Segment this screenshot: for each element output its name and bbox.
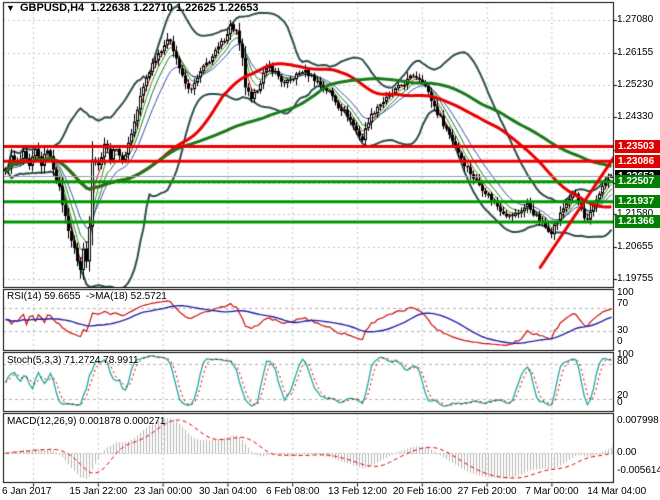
price-badge-support: 1.21937 [615, 195, 660, 209]
price-badge-resistance: 1.23086 [615, 154, 660, 168]
rsi-axis-label: 70 [617, 298, 629, 309]
time-axis-label: 27 Feb 20:00 [457, 486, 517, 497]
stoch-axis-label: 0 [617, 397, 623, 408]
stoch-axis-label: 20 [617, 390, 629, 401]
time-axis-label: 20 Feb 16:00 [392, 486, 452, 497]
rsi-indicator-label: RSI(14) 59.6655 ->MA(18) 52.5721 [7, 291, 167, 302]
price-axis-label: 1.20655 [617, 241, 654, 253]
stoch-axis-label: 100 [617, 349, 634, 360]
chart-title-ohlc: GBPUSD,H4 1.22638 1.22710 1.22625 1.2265… [20, 2, 259, 14]
price-axis-label: 1.25230 [617, 79, 654, 91]
price-badge-support: 1.21366 [615, 215, 660, 229]
macd-axis-label: 0.00 [617, 447, 637, 458]
price-badge-resistance: 1.23503 [615, 139, 660, 153]
time-axis-label: 13 Feb 12:00 [328, 486, 387, 497]
price-axis-label: 1.24330 [617, 111, 654, 123]
time-axis-label: 7 Mar 00:00 [525, 486, 579, 497]
time-axis-label: 6 Jan 2017 [2, 486, 52, 497]
macd-axis-label: 0.007998 [617, 415, 659, 426]
stoch-axis-label: 80 [617, 356, 629, 367]
price-axis-label: 1.27080 [617, 14, 654, 25]
rsi-axis-label: 100 [617, 287, 634, 298]
macd-indicator-label: MACD(12,26,9) 0.001878 0.000271 [7, 416, 166, 427]
stoch-indicator-label: Stoch(5,3,3) 71.2724 78.9911 [7, 355, 139, 366]
price-axis-label: 1.26155 [617, 46, 654, 58]
rsi-axis-label: 30 [617, 325, 629, 336]
time-axis-label: 14 Mar 04:00 [587, 486, 647, 497]
symbol-dropdown-icon[interactable]: ▼ [6, 3, 15, 13]
time-axis-label: 15 Jan 22:00 [69, 486, 128, 497]
macd-axis-label: -0.005614 [617, 465, 660, 476]
price-axis-label: 1.21580 [617, 208, 654, 220]
price-badge-support: 1.22507 [615, 175, 660, 189]
price-axis-label: 1.19755 [617, 272, 654, 284]
time-axis-label: 23 Jan 00:00 [134, 486, 193, 497]
rsi-axis-label: 0 [617, 336, 623, 347]
time-axis-label: 6 Feb 08:00 [266, 486, 320, 497]
time-axis-label: 30 Jan 04:00 [198, 486, 257, 497]
